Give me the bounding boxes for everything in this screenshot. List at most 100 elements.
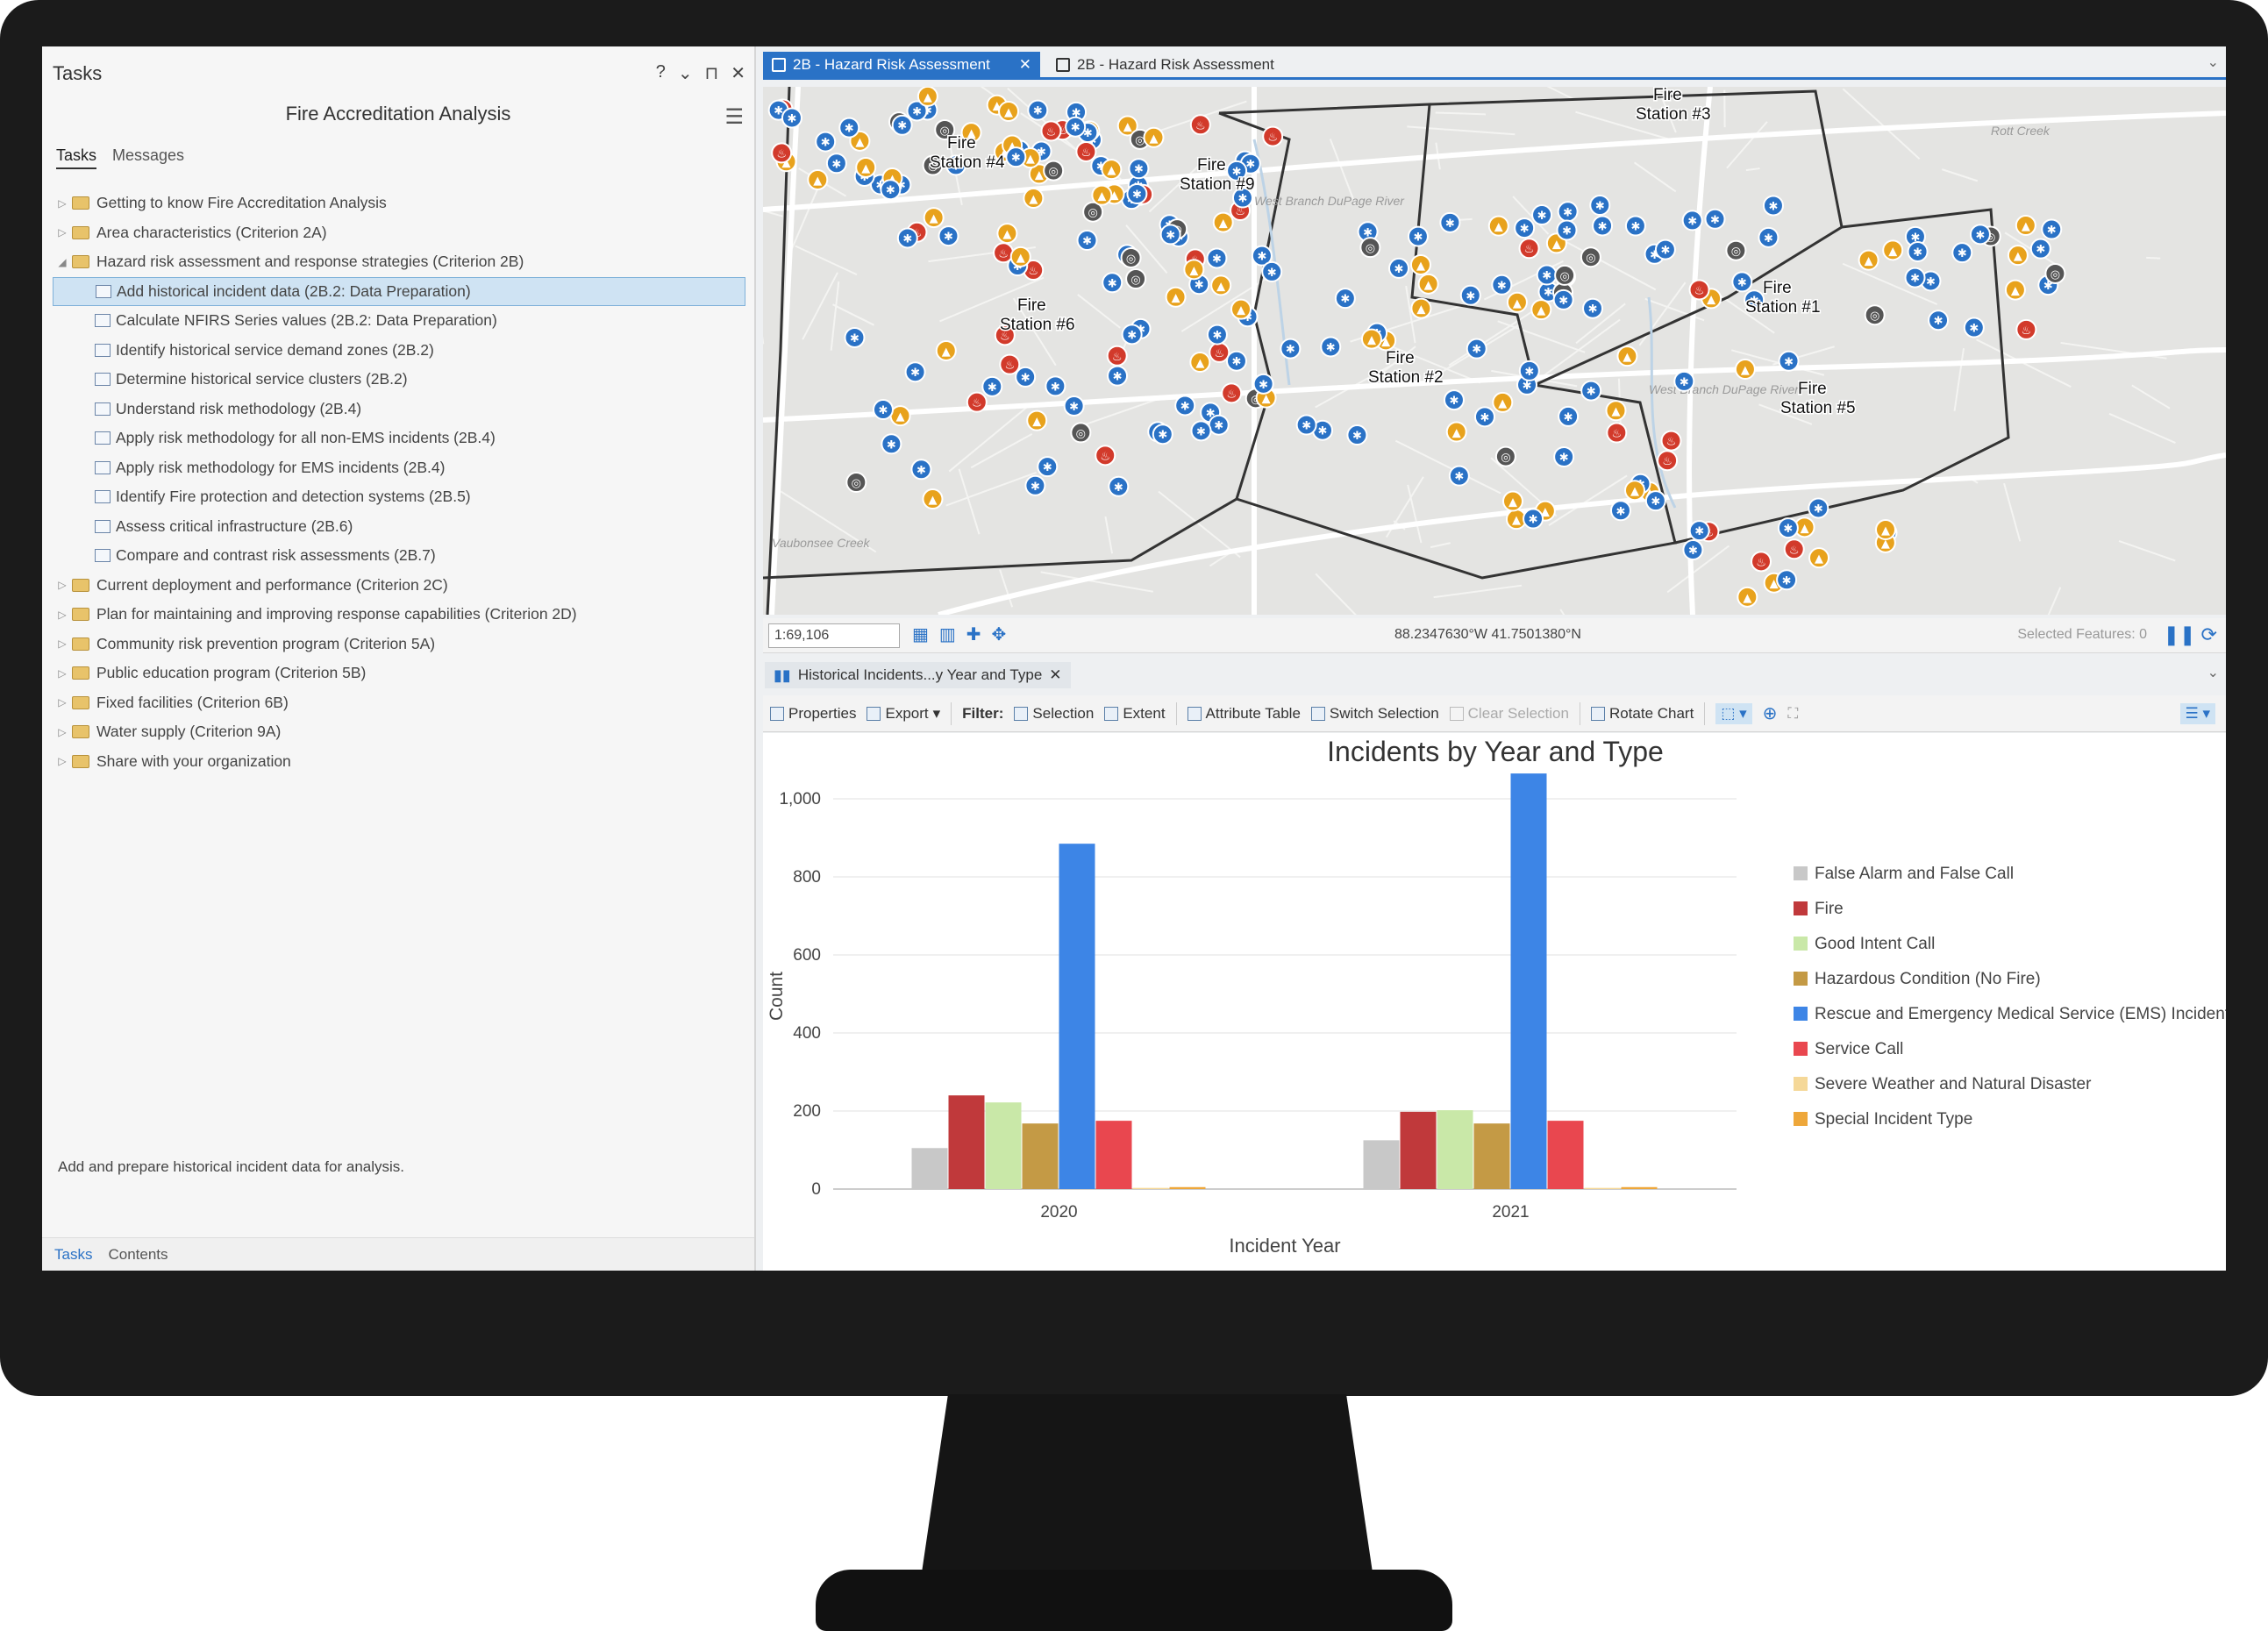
help-icon[interactable]: ?: [655, 62, 666, 82]
task-item[interactable]: Apply risk methodology for all non-EMS i…: [53, 424, 745, 453]
triangle-right-icon[interactable]: ▷: [58, 226, 67, 239]
map-canvas[interactable]: Rott Creek West Branch DuPage River West B…: [763, 87, 2226, 615]
fire-incident-marker: [1518, 238, 1540, 260]
ems-marker-glyph: ✱: [1764, 232, 1773, 246]
task-item[interactable]: Add historical incident data (2B.2: Data…: [53, 276, 745, 306]
triangle-down-icon[interactable]: ◢: [58, 255, 67, 268]
tab-chart[interactable]: ▮▮ Historical Incidents...y Year and Typ…: [765, 662, 1071, 688]
tab-messages[interactable]: Messages: [112, 146, 185, 164]
task-group[interactable]: ▷ Fixed facilities (Criterion 6B): [53, 688, 745, 718]
other-marker-glyph: ◎: [1088, 207, 1097, 220]
task-group[interactable]: ▷ Community risk prevention program (Crit…: [53, 630, 745, 659]
street-line: [1407, 125, 1516, 136]
triangle-right-icon[interactable]: ▷: [58, 196, 67, 210]
rotate-chart-button[interactable]: Rotate Chart: [1590, 705, 1694, 723]
ems-marker-glyph: ✱: [1043, 461, 1052, 474]
ems-incident-marker: [910, 459, 932, 481]
street-line: [1842, 88, 1921, 160]
task-label: Calculate NFIRS Series values (2B.2: Dat…: [116, 311, 497, 330]
scale-input[interactable]: 1:69,106: [768, 623, 900, 648]
tab-map-active[interactable]: 2B - Hazard Risk Assessment ✕: [763, 52, 1040, 78]
task-item[interactable]: Assess critical infrastructure (2B.6): [53, 512, 745, 542]
tab-map-inactive[interactable]: 2B - Hazard Risk Assessment: [1047, 52, 1310, 78]
task-group[interactable]: ▷ Area characteristics (Criterion 2A): [53, 218, 745, 248]
task-item[interactable]: Compare and contrast risk assessments (2…: [53, 541, 745, 571]
fire-incident-marker: [1688, 279, 1710, 301]
export-button[interactable]: Export ▾: [867, 705, 940, 723]
map[interactable]: Rott Creek West Branch DuPage River West B…: [763, 87, 2226, 615]
triangle-right-icon[interactable]: ▷: [58, 579, 67, 592]
triangle-right-icon[interactable]: ▷: [58, 696, 67, 709]
bottom-tab-tasks[interactable]: Tasks: [54, 1245, 93, 1263]
ems-marker-glyph: ✱: [1814, 502, 1823, 516]
task-group[interactable]: ▷ Share with your organization: [53, 747, 745, 777]
switch-selection-button[interactable]: Switch Selection: [1310, 705, 1439, 723]
chevron-down-icon[interactable]: ⌄: [2207, 55, 2219, 70]
task-item[interactable]: Apply risk methodology for EMS incidents…: [53, 453, 745, 483]
ems-marker-glyph: ✱: [1544, 287, 1553, 300]
properties-button[interactable]: Properties: [770, 705, 856, 723]
clear-selection-button[interactable]: Clear Selection: [1449, 705, 1569, 723]
ems-marker-glyph: ✱: [1651, 495, 1660, 509]
filter-extent-button[interactable]: Extent: [1104, 705, 1166, 723]
hazard-marker-glyph: ▲: [1262, 393, 1271, 406]
select-tool-icon[interactable]: ⬚ ▾: [1715, 702, 1752, 724]
triangle-right-icon[interactable]: ▷: [58, 637, 67, 651]
hazard-marker-glyph: ▲: [896, 410, 905, 424]
task-item[interactable]: Calculate NFIRS Series values (2B.2: Dat…: [53, 306, 745, 336]
task-group[interactable]: ▷ Getting to know Fire Accreditation Anal…: [53, 189, 745, 218]
chevron-down-icon[interactable]: ⌄: [2207, 666, 2219, 680]
triangle-right-icon[interactable]: ▷: [58, 755, 67, 768]
hazard-marker-glyph: ▲: [1707, 293, 1715, 306]
ems-marker-glyph: ✱: [1232, 356, 1242, 369]
close-icon[interactable]: ✕: [731, 64, 745, 83]
attribute-table-button[interactable]: Attribute Table: [1187, 705, 1301, 723]
close-icon[interactable]: ✕: [1018, 56, 1031, 73]
filter-selection-button[interactable]: Selection: [1014, 705, 1094, 723]
other-marker-glyph: ◎: [1135, 134, 1145, 147]
tab-tasks[interactable]: Tasks: [56, 146, 97, 169]
triangle-right-icon[interactable]: ▷: [58, 608, 67, 621]
zoom-icon[interactable]: ⊕: [1762, 704, 1778, 723]
task-group[interactable]: ▷ Public education program (Criterion 5B): [53, 659, 745, 688]
ems-incident-marker: [1673, 370, 1695, 392]
ems-incident-marker: [1758, 226, 1779, 248]
task-group[interactable]: ◢ Hazard risk assessment and response str…: [53, 247, 745, 277]
task-label: Getting to know Fire Accreditation Analy…: [96, 194, 387, 212]
ems-incident-marker: [1005, 146, 1027, 168]
triangle-right-icon[interactable]: ▷: [58, 725, 67, 738]
bottom-tab-contents[interactable]: Contents: [108, 1245, 168, 1263]
street-line: [1758, 403, 1813, 425]
other-incident-marker: [1359, 237, 1381, 259]
close-icon[interactable]: ✕: [1049, 666, 1062, 683]
task-group[interactable]: ▷ Plan for maintaining and improving resp…: [53, 600, 745, 630]
pause-refresh-icons[interactable]: ❚❚ ⟳: [2163, 623, 2217, 645]
task-item[interactable]: Determine historical service clusters (2…: [53, 365, 745, 395]
hazard-marker-glyph: ▲: [1004, 106, 1013, 119]
pin-icon[interactable]: ⊓: [704, 64, 719, 83]
task-item[interactable]: Identify Fire protection and detection s…: [53, 482, 745, 512]
menu-icon[interactable]: ☰: [724, 105, 744, 129]
chart-properties-icon[interactable]: ☰ ▾: [2179, 702, 2215, 724]
folder-icon: [72, 666, 89, 680]
hazard-marker-glyph: ▲: [993, 100, 1002, 113]
chevron-down-icon[interactable]: ⌄: [677, 64, 693, 83]
street-line: [1405, 285, 1416, 344]
ems-marker-glyph: ✱: [1031, 481, 1040, 494]
place-label: Rott Creek: [1991, 124, 2050, 138]
task-label: Public education program (Criterion 5B): [96, 664, 367, 682]
fire-incident-marker: [1095, 445, 1116, 467]
task-group[interactable]: ▷ Water supply (Criterion 9A): [53, 717, 745, 747]
task-item[interactable]: Identify historical service demand zones…: [53, 336, 745, 366]
triangle-right-icon[interactable]: ▷: [58, 666, 67, 680]
legend-label: Severe Weather and Natural Disaster: [1815, 1075, 2092, 1093]
ems-marker-glyph: ✱: [1934, 315, 1943, 328]
task-item[interactable]: Understand risk methodology (2B.4): [53, 395, 745, 424]
hazard-marker-glyph: ▲: [1537, 304, 1545, 317]
full-extent-icon[interactable]: ⛶: [1787, 704, 1799, 722]
hazard-marker-glyph: ▲: [1743, 592, 1751, 605]
ems-incident-marker: [1174, 395, 1196, 417]
task-group[interactable]: ▷ Current deployment and performance (Cri…: [53, 571, 745, 601]
ems-marker-glyph: ✱: [1011, 152, 1021, 165]
map-tools-icons[interactable]: ▦▥✚✥: [912, 625, 1017, 645]
